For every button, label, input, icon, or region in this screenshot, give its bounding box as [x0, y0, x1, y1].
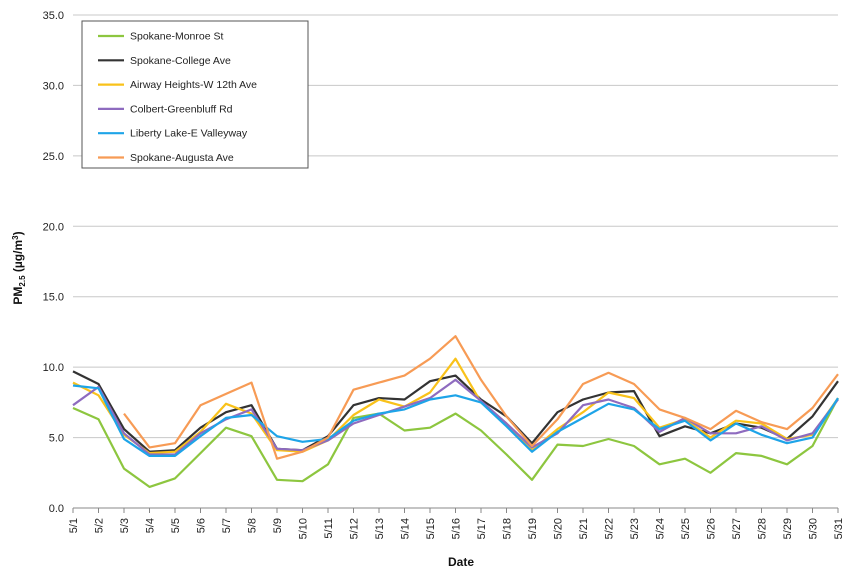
x-tick-label: 5/9: [272, 518, 284, 533]
x-tick-label: 5/3: [119, 518, 131, 533]
x-tick-label: 5/15: [425, 518, 437, 539]
legend-label: Colbert-Greenbluff Rd: [130, 103, 233, 115]
x-tick-label: 5/29: [782, 518, 794, 539]
x-tick-label: 5/31: [833, 518, 843, 539]
x-axis-ticks: 5/1 5/2 5/3 5/4 5/5 5/6 5/7 5/8 5/9 5/10 5/11 5/12 5…: [68, 508, 843, 539]
legend: Spokane-Monroe St Spokane-College Ave Airw…: [81, 20, 309, 169]
series-line-5: [72, 384, 839, 457]
x-tick-label: 5/4: [145, 518, 157, 533]
legend-box: [81, 20, 309, 169]
x-tick-label: 5/5: [170, 518, 182, 533]
x-tick-label: 5/20: [553, 518, 565, 539]
legend-label: Liberty Lake-E Valleyway: [130, 128, 248, 140]
y-axis-ticks: 0.0 5.0 10.0 15.0 20.0 25.0 30.0 35.0: [43, 10, 64, 515]
x-tick-label: 5/8: [247, 518, 259, 533]
legend-label: Airway Heights-W 12th Ave: [130, 79, 257, 91]
legend-label: Spokane-Monroe St: [130, 31, 223, 43]
x-tick-label: 5/14: [400, 518, 412, 539]
y-tick-label: 10.0: [43, 362, 64, 374]
x-axis-title: Date: [448, 555, 474, 569]
x-tick-label: 5/22: [604, 518, 616, 539]
legend-label: Spokane-Augusta Ave: [130, 152, 234, 164]
series-line-1: [72, 397, 839, 488]
x-tick-label: 5/26: [706, 518, 718, 539]
x-tick-label: 5/21: [578, 518, 590, 539]
y-axis-title-main: PM: [11, 287, 25, 305]
x-tick-label: 5/30: [808, 518, 820, 539]
x-tick-label: 5/28: [757, 518, 769, 539]
y-axis-title: PM2.5 (µg/m3): [11, 231, 27, 304]
x-tick-label: 5/23: [629, 518, 641, 539]
x-tick-label: 5/27: [731, 518, 743, 539]
x-tick-label: 5/6: [196, 518, 208, 533]
y-axis-title-sub: 2.5: [18, 275, 27, 287]
x-tick-label: 5/17: [476, 518, 488, 539]
y-tick-label: 15.0: [43, 292, 64, 304]
series-line-4: [72, 378, 839, 456]
x-tick-label: 5/19: [527, 518, 539, 539]
y-tick-label: 0.0: [49, 503, 64, 515]
x-tick-label: 5/10: [298, 518, 310, 539]
x-tick-label: 5/13: [374, 518, 386, 539]
series-line-2: [72, 370, 839, 453]
legend-label: Spokane-College Ave: [130, 55, 231, 67]
x-tick-label: 5/1: [68, 518, 80, 533]
x-tick-label: 5/12: [349, 518, 361, 539]
x-tick-label: 5/7: [221, 518, 233, 533]
series-line-3: [72, 357, 839, 455]
x-tick-label: 5/11: [323, 518, 335, 539]
y-tick-label: 25.0: [43, 151, 64, 163]
series-lines: [72, 335, 839, 488]
series-line-6: [123, 335, 839, 460]
y-tick-label: 5.0: [49, 433, 64, 445]
x-tick-label: 5/16: [451, 518, 463, 539]
y-axis-title-sup: 3: [11, 235, 20, 240]
y-tick-label: 20.0: [43, 221, 64, 233]
y-tick-label: 35.0: [43, 10, 64, 22]
y-tick-label: 30.0: [43, 80, 64, 92]
x-tick-label: 5/18: [502, 518, 514, 539]
x-tick-label: 5/2: [94, 518, 106, 533]
y-axis-title-close: ): [11, 231, 25, 235]
y-axis-title-unit: (µg/m: [11, 240, 25, 276]
x-tick-label: 5/24: [655, 518, 667, 539]
x-tick-label: 5/25: [680, 518, 692, 539]
